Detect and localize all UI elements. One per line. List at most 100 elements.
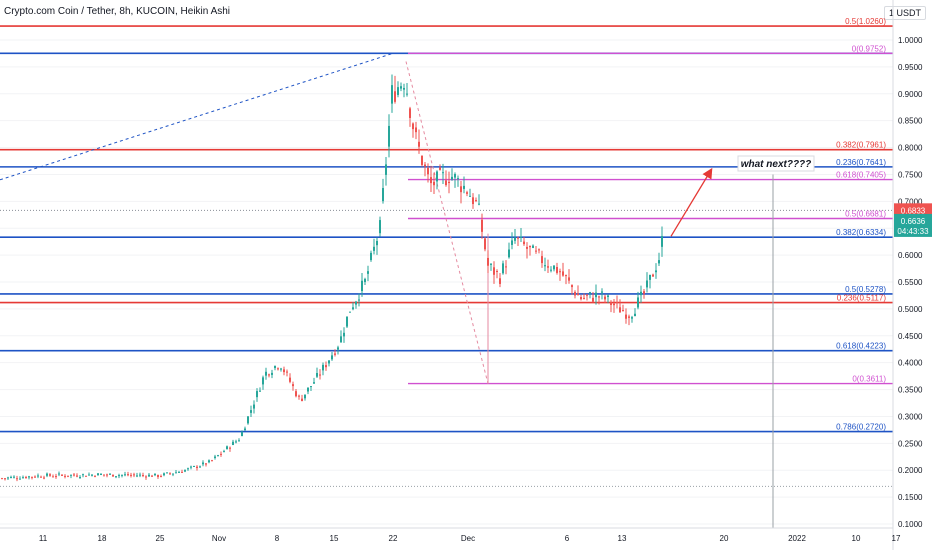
candle-body — [22, 477, 24, 479]
candle-body — [34, 476, 36, 478]
chart-title: Crypto.com Coin / Tether, 8h, KUCOIN, He… — [4, 6, 231, 17]
candle-body — [352, 307, 354, 310]
candle-body — [550, 269, 552, 271]
candle-body — [427, 167, 429, 175]
candle-body — [589, 292, 591, 294]
candle-body — [109, 473, 111, 475]
candle-body — [445, 180, 447, 186]
candle-body — [283, 369, 285, 373]
candle-body — [424, 164, 426, 167]
fib-level-label: 0.618(0.4223) — [836, 342, 886, 351]
candle-body — [115, 476, 117, 478]
x-tick-label: 13 — [618, 534, 627, 543]
x-tick-label: Dec — [461, 534, 475, 543]
candle-body — [544, 265, 546, 267]
fib-level-label: 0.5(0.6681) — [845, 209, 886, 218]
candle-body — [169, 473, 171, 475]
current-price-text: 0.6636 — [901, 217, 926, 226]
candle-body — [613, 303, 615, 306]
candle-body — [601, 291, 603, 293]
candle-body — [583, 297, 585, 299]
candle-body — [178, 471, 180, 473]
candle-body — [475, 200, 477, 202]
candle-body — [148, 474, 150, 477]
candle-body — [646, 280, 648, 288]
candle-body — [262, 377, 264, 385]
candle-body — [250, 410, 252, 413]
candle-body — [103, 474, 105, 476]
candle-body — [487, 257, 489, 266]
candle-body — [49, 474, 51, 476]
candle-body — [292, 384, 294, 387]
candle-body — [409, 108, 411, 118]
currency-unit-button[interactable]: 1 USDT — [883, 6, 926, 20]
annotation-box[interactable] — [737, 155, 815, 172]
candle-body — [499, 278, 501, 284]
candle-body — [556, 267, 558, 273]
candle-body — [598, 296, 600, 298]
y-tick-label: 0.7000 — [898, 197, 923, 206]
fib-level-label: 0.786(0.2720) — [836, 423, 886, 432]
fib-level-label: 0.618(0.7405) — [836, 171, 886, 180]
candle-body — [76, 475, 78, 477]
candle-body — [658, 260, 660, 264]
candle-body — [385, 164, 387, 175]
candle-body — [469, 195, 471, 197]
candle-body — [154, 473, 156, 476]
candle-body — [313, 382, 315, 384]
candle-body — [265, 371, 267, 376]
candle-body — [55, 476, 57, 478]
candle-body — [220, 453, 222, 455]
candle-body — [124, 474, 126, 476]
candle-body — [79, 476, 81, 478]
grid-lines — [0, 39, 893, 525]
x-tick-label: 18 — [98, 534, 107, 543]
candle-body — [421, 155, 423, 165]
trend-line[interactable] — [0, 52, 394, 181]
candle-body — [328, 360, 330, 364]
candle-body — [373, 246, 375, 251]
y-tick-label: 0.5500 — [898, 278, 923, 287]
candle-body — [28, 476, 30, 478]
candle-body — [334, 353, 336, 355]
retracement-diagonal[interactable] — [405, 61, 489, 384]
fib-level-label: 0.236(0.7641) — [836, 158, 886, 167]
candle-body — [193, 465, 195, 467]
candle-body — [571, 285, 573, 288]
candle-body — [451, 176, 453, 180]
candle-body — [643, 291, 645, 294]
candle-body — [268, 374, 270, 376]
candle-body — [82, 474, 84, 476]
candle-body — [364, 278, 366, 283]
x-tick-label: 25 — [156, 534, 165, 543]
fib-level-label: 0.382(0.6334) — [836, 228, 886, 237]
fib-level-label: 0.5(1.0260) — [845, 17, 886, 26]
candle-body — [382, 188, 384, 202]
candles — [1, 74, 663, 482]
candle-body — [379, 220, 381, 234]
x-tick-label: 6 — [565, 534, 570, 543]
y-tick-label: 1.0000 — [898, 36, 923, 45]
candle-body — [127, 474, 129, 476]
candle-body — [535, 250, 537, 252]
candle-body — [112, 474, 114, 477]
candle-body — [160, 476, 162, 478]
prev-price-tag — [894, 203, 932, 217]
x-tick-label: 17 — [892, 534, 901, 543]
prediction-arrow[interactable] — [670, 167, 713, 237]
candle-body — [412, 123, 414, 130]
candle-body — [106, 474, 108, 476]
candle-body — [172, 473, 174, 475]
candle-body — [430, 177, 432, 184]
candle-body — [616, 302, 618, 304]
candle-body — [565, 275, 567, 277]
candle-body — [316, 372, 318, 377]
candle-body — [304, 394, 306, 399]
candle-body — [433, 181, 435, 186]
candle-body — [31, 476, 33, 478]
candle-body — [340, 336, 342, 343]
candle-body — [331, 355, 333, 360]
candle-body — [43, 477, 45, 479]
candle-body — [607, 295, 609, 297]
